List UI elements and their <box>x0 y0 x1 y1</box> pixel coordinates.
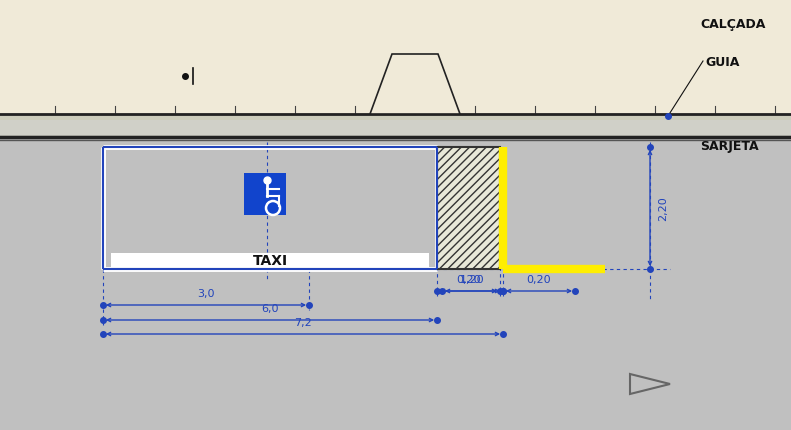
Polygon shape <box>370 55 460 115</box>
Text: 3,0: 3,0 <box>197 289 214 298</box>
Text: CALÇADA: CALÇADA <box>700 18 766 31</box>
Text: TAXI: TAXI <box>252 253 288 267</box>
Text: SARJETA: SARJETA <box>700 140 759 153</box>
Text: 7,2: 7,2 <box>294 317 312 327</box>
Bar <box>111 253 429 267</box>
Bar <box>0 121 791 138</box>
Text: 0,20: 0,20 <box>527 274 551 284</box>
Text: 1,20: 1,20 <box>460 274 485 284</box>
Bar <box>0 138 791 430</box>
Text: 0,20: 0,20 <box>456 274 481 284</box>
Text: 2,20: 2,20 <box>658 196 668 221</box>
Text: 6,0: 6,0 <box>261 303 278 313</box>
Bar <box>0 115 791 121</box>
Bar <box>0 0 791 115</box>
Bar <box>244 174 286 215</box>
Bar <box>437 147 500 269</box>
Text: GUIA: GUIA <box>705 56 740 69</box>
